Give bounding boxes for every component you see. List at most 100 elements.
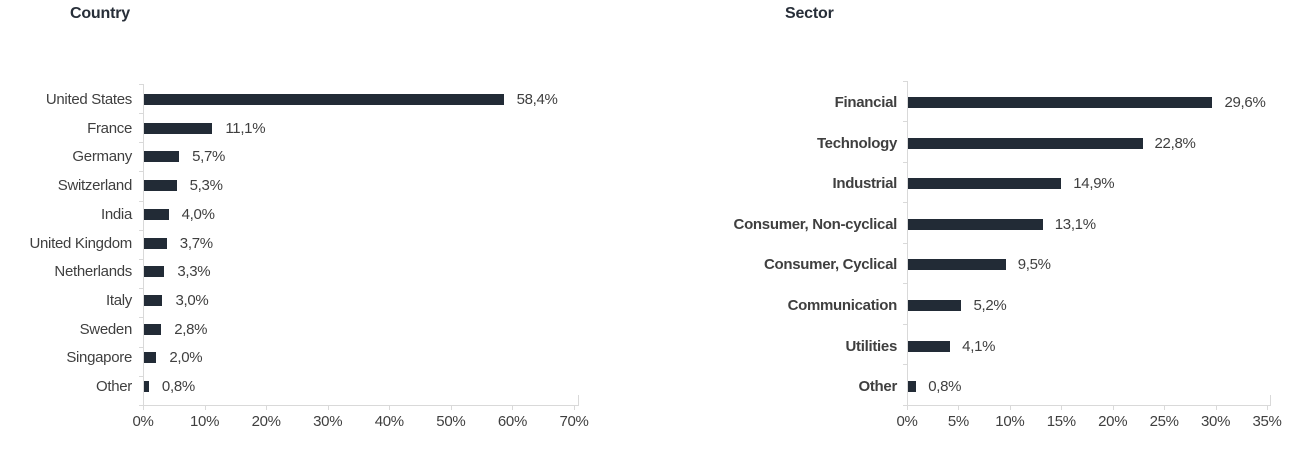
value-label: 5,2%: [973, 297, 1007, 314]
bar-other: [144, 381, 149, 392]
value-label: 58,4%: [516, 91, 558, 108]
value-axis-end-stub: [1270, 395, 1271, 405]
value-axis-tick-label: 0%: [132, 413, 154, 430]
value-axis-tick-label: 10%: [190, 413, 220, 430]
value-axis-tick-label: 25%: [1149, 413, 1179, 430]
value-axis-tick: [512, 405, 514, 410]
category-axis-tick: [903, 80, 907, 82]
category-axis-tick: [139, 405, 143, 406]
category-axis-tick: [139, 171, 143, 173]
category-axis-tick: [139, 258, 143, 260]
value-label: 11,1%: [225, 119, 266, 137]
category-label: Utilities: [845, 337, 898, 355]
value-axis-tick: [574, 405, 575, 410]
sector-chart-title: Sector: [785, 5, 834, 22]
category-axis-tick: [139, 229, 143, 231]
value-axis-tick-label: 30%: [1201, 413, 1231, 430]
value-axis-tick: [450, 405, 452, 410]
value-axis-tick-label: 0%: [896, 413, 918, 430]
value-label: 0,8%: [161, 378, 195, 395]
bar-consumer-cyclical: [908, 259, 1006, 271]
category-label: Singapore: [66, 349, 132, 367]
category-axis-tick: [139, 200, 143, 202]
value-axis-tick: [143, 405, 144, 410]
value-axis-tick: [1061, 405, 1063, 410]
category-label: United Kingdom: [29, 234, 132, 252]
value-label: 13,1%: [1054, 215, 1096, 233]
bar-united-kingdom: [144, 237, 167, 249]
value-label: 3,7%: [179, 234, 213, 252]
value-label: 4,0%: [181, 205, 215, 223]
category-axis-tick: [139, 112, 143, 114]
category-axis-tick: [903, 242, 907, 244]
value-label: 5,3%: [189, 177, 223, 195]
category-label: Consumer, Non-cyclical: [733, 215, 898, 233]
bar-financial: [908, 97, 1213, 108]
category-label: Financial: [834, 94, 898, 111]
value-axis-tick-label: 5%: [947, 413, 969, 430]
bar-italy: [144, 294, 163, 306]
category-label: Technology: [816, 134, 897, 152]
value-axis-tick-label: 30%: [313, 413, 343, 430]
value-label: 29,6%: [1224, 94, 1266, 111]
category-label: Netherlands: [54, 263, 132, 281]
value-axis-tick: [327, 405, 329, 410]
category-label: Switzerland: [57, 177, 133, 195]
category-axis-tick: [903, 323, 907, 325]
category-axis-tick: [139, 375, 143, 377]
value-label: 2,0%: [169, 349, 203, 367]
category-label: Other: [858, 378, 897, 396]
bar-germany: [144, 151, 180, 163]
value-axis-tick-label: 15%: [1046, 413, 1076, 430]
category-label: Italy: [105, 291, 132, 309]
category-label: Germany: [72, 148, 132, 166]
value-axis-line: [907, 405, 1271, 406]
category-axis-tick: [139, 142, 143, 144]
value-label: 2,8%: [174, 320, 208, 338]
value-axis-tick-label: 70%: [559, 413, 589, 430]
bar-france: [144, 122, 213, 134]
category-label: Consumer, Cyclical: [764, 256, 897, 274]
value-axis-tick-label: 10%: [995, 413, 1025, 430]
value-axis-tick: [389, 405, 391, 410]
bar-consumer-non-cyclical: [908, 218, 1043, 230]
category-label: India: [100, 205, 132, 223]
category-axis-tick: [903, 364, 907, 366]
value-axis-tick: [958, 405, 960, 410]
value-label: 22,8%: [1154, 134, 1196, 152]
value-axis-tick-label: 35%: [1252, 413, 1282, 430]
category-axis-tick: [903, 283, 907, 285]
value-axis-line: [143, 405, 579, 406]
category-label: United States: [45, 91, 132, 108]
value-axis-tick: [1009, 405, 1011, 410]
value-axis-tick-label: 50%: [436, 413, 466, 430]
category-axis-line: [907, 80, 908, 405]
category-axis-line: [143, 83, 144, 405]
category-axis-tick: [903, 161, 907, 163]
country-chart-title: Country: [70, 5, 130, 22]
bar-switzerland: [144, 180, 177, 192]
bar-singapore: [144, 352, 157, 364]
bar-industrial: [908, 178, 1062, 190]
value-label: 3,3%: [177, 263, 211, 281]
value-axis-end-stub: [578, 395, 579, 405]
value-label: 4,1%: [962, 337, 996, 355]
value-axis-tick: [1215, 405, 1217, 410]
bar-india: [144, 208, 169, 220]
category-label: Sweden: [79, 320, 133, 338]
category-axis-tick: [903, 121, 907, 123]
value-axis-tick: [1164, 405, 1166, 410]
category-axis-tick: [139, 317, 143, 319]
bar-communication: [908, 300, 962, 311]
category-label: Communication: [787, 297, 898, 314]
value-axis-tick-label: 60%: [497, 413, 527, 430]
value-label: 9,5%: [1017, 256, 1051, 274]
value-axis-tick: [204, 405, 206, 410]
value-axis-tick: [907, 405, 908, 410]
category-axis-tick: [139, 346, 143, 348]
value-label: 5,7%: [192, 148, 226, 166]
category-axis-tick: [139, 83, 143, 85]
bar-sweden: [144, 323, 162, 335]
category-label: France: [87, 119, 132, 137]
